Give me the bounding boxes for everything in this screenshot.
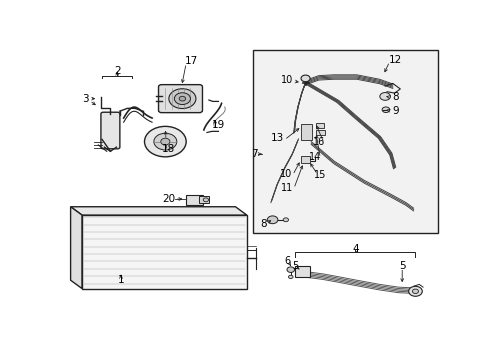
- Polygon shape: [82, 215, 246, 288]
- Text: 13: 13: [271, 133, 284, 143]
- Text: 10: 10: [279, 169, 291, 179]
- Text: 15: 15: [313, 170, 325, 180]
- Text: 2: 2: [114, 66, 120, 76]
- Text: 11: 11: [281, 183, 293, 193]
- Text: 14: 14: [308, 152, 321, 162]
- Bar: [300, 123, 311, 140]
- Bar: [199, 197, 208, 203]
- Circle shape: [161, 138, 170, 145]
- Circle shape: [267, 216, 277, 224]
- Text: 18: 18: [162, 144, 175, 154]
- Circle shape: [288, 275, 292, 279]
- Polygon shape: [70, 207, 82, 288]
- Circle shape: [168, 89, 196, 108]
- Text: 5: 5: [398, 261, 405, 270]
- Text: 5: 5: [291, 261, 298, 271]
- Circle shape: [144, 126, 186, 157]
- Text: 16: 16: [312, 138, 325, 148]
- Circle shape: [286, 267, 294, 273]
- Circle shape: [179, 96, 185, 101]
- Polygon shape: [70, 207, 246, 215]
- Bar: [315, 123, 324, 128]
- Text: 8: 8: [391, 92, 398, 102]
- Text: 4: 4: [352, 244, 359, 254]
- Bar: [301, 156, 309, 163]
- Bar: [186, 195, 203, 205]
- Text: 19: 19: [211, 120, 224, 130]
- Circle shape: [411, 289, 418, 293]
- Text: 20: 20: [162, 194, 175, 204]
- Text: 17: 17: [185, 56, 198, 66]
- Bar: [295, 266, 309, 278]
- Circle shape: [408, 286, 422, 296]
- Text: 6: 6: [284, 256, 289, 266]
- Text: 3: 3: [82, 94, 89, 104]
- Circle shape: [301, 75, 309, 82]
- Circle shape: [381, 107, 389, 112]
- Bar: [252, 50, 437, 233]
- Bar: [315, 130, 325, 135]
- Text: 10: 10: [280, 75, 292, 85]
- FancyBboxPatch shape: [158, 85, 202, 113]
- Circle shape: [283, 218, 288, 222]
- Text: 9: 9: [391, 106, 398, 116]
- Text: 7: 7: [251, 149, 258, 159]
- Circle shape: [154, 133, 177, 150]
- Circle shape: [203, 198, 208, 202]
- Text: 12: 12: [388, 55, 401, 65]
- FancyBboxPatch shape: [101, 112, 120, 149]
- Text: 1: 1: [118, 275, 124, 285]
- Circle shape: [174, 93, 190, 104]
- Circle shape: [379, 93, 389, 100]
- Text: 8: 8: [260, 219, 266, 229]
